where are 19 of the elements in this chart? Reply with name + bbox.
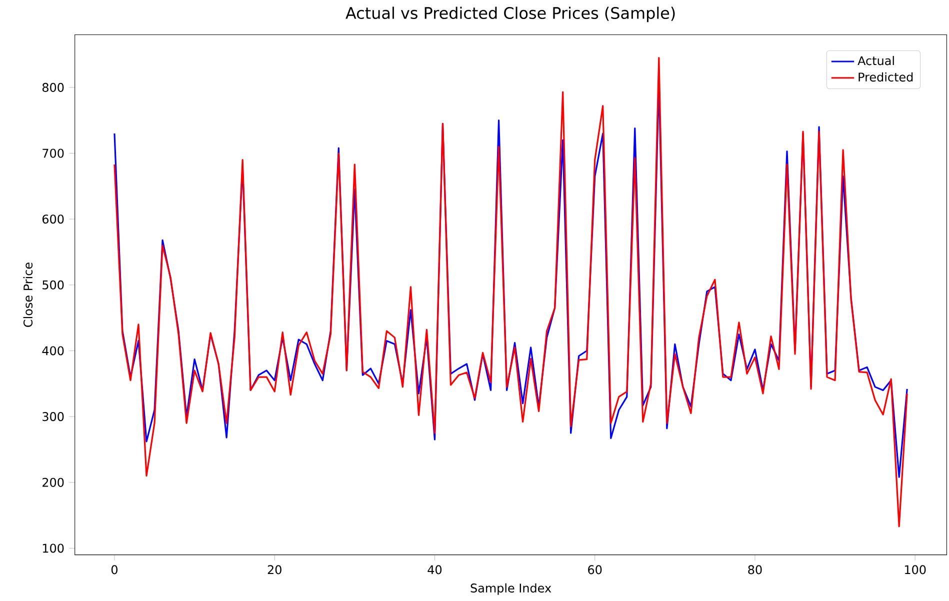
y-tick-label: 100 — [42, 544, 64, 553]
y-tick-label: 600 — [42, 214, 64, 224]
x-tick-label: 100 — [905, 565, 926, 574]
x-tick-label: 0 — [111, 565, 118, 574]
legend-label: Actual — [858, 56, 894, 66]
y-tick-label: 500 — [42, 280, 64, 290]
y-tick-label: 800 — [42, 82, 64, 92]
x-tick-label: 60 — [588, 565, 602, 574]
legend-label: Predicted — [858, 72, 913, 82]
x-tick-label: 40 — [428, 565, 442, 574]
y-tick-label: 300 — [42, 412, 64, 422]
y-tick-label: 700 — [42, 148, 64, 158]
y-tick-label: 400 — [42, 346, 64, 356]
chart-title: Actual vs Predicted Close Prices (Sample) — [346, 6, 675, 22]
x-tick-label: 20 — [268, 565, 282, 574]
x-axis-title: Sample Index — [470, 583, 552, 595]
x-tick-label: 80 — [748, 565, 762, 574]
y-axis-title: Close Price — [23, 262, 33, 327]
y-tick-label: 200 — [42, 478, 64, 487]
